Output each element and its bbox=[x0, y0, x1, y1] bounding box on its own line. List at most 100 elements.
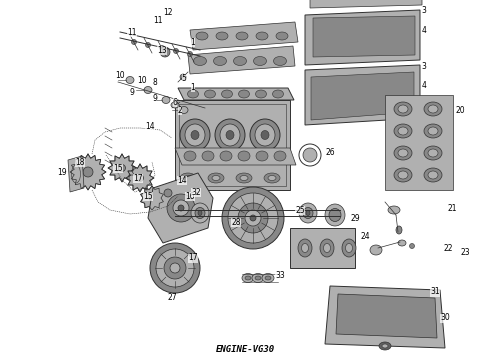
Text: 13: 13 bbox=[157, 45, 167, 54]
Text: 32: 32 bbox=[191, 188, 201, 197]
Ellipse shape bbox=[137, 175, 144, 181]
Text: 20: 20 bbox=[455, 105, 465, 114]
Ellipse shape bbox=[410, 243, 415, 248]
Ellipse shape bbox=[261, 131, 269, 140]
Ellipse shape bbox=[255, 276, 261, 280]
Text: 1: 1 bbox=[191, 82, 196, 91]
Ellipse shape bbox=[253, 57, 267, 66]
Text: 24: 24 bbox=[360, 231, 370, 240]
Ellipse shape bbox=[214, 57, 226, 66]
Ellipse shape bbox=[188, 90, 198, 98]
Ellipse shape bbox=[264, 173, 280, 183]
Ellipse shape bbox=[173, 200, 189, 216]
Ellipse shape bbox=[228, 193, 278, 243]
Text: 25: 25 bbox=[295, 206, 305, 215]
Ellipse shape bbox=[379, 342, 391, 350]
Ellipse shape bbox=[167, 194, 195, 222]
Text: 14: 14 bbox=[145, 122, 155, 131]
Ellipse shape bbox=[424, 124, 442, 138]
Text: 1: 1 bbox=[191, 37, 196, 46]
Ellipse shape bbox=[180, 74, 186, 80]
Ellipse shape bbox=[236, 173, 252, 183]
Ellipse shape bbox=[208, 173, 224, 183]
Ellipse shape bbox=[255, 90, 267, 98]
Text: 15: 15 bbox=[143, 192, 153, 201]
Bar bbox=[385, 95, 453, 190]
Text: 30: 30 bbox=[440, 314, 450, 323]
Ellipse shape bbox=[173, 49, 178, 54]
Ellipse shape bbox=[156, 249, 194, 287]
Ellipse shape bbox=[345, 243, 352, 252]
Bar bbox=[290, 228, 355, 268]
Polygon shape bbox=[141, 186, 163, 210]
Ellipse shape bbox=[274, 151, 286, 161]
Ellipse shape bbox=[428, 127, 438, 135]
Ellipse shape bbox=[191, 203, 209, 223]
Text: 27: 27 bbox=[167, 293, 177, 302]
Text: 23: 23 bbox=[460, 248, 470, 257]
Ellipse shape bbox=[194, 57, 206, 66]
Text: 17: 17 bbox=[188, 253, 198, 262]
Ellipse shape bbox=[191, 131, 199, 140]
Ellipse shape bbox=[178, 205, 184, 211]
Ellipse shape bbox=[398, 127, 408, 135]
Ellipse shape bbox=[273, 57, 287, 66]
Polygon shape bbox=[108, 154, 136, 182]
Ellipse shape bbox=[245, 276, 251, 280]
Text: 9: 9 bbox=[129, 87, 134, 96]
Text: 4: 4 bbox=[421, 26, 426, 35]
Ellipse shape bbox=[242, 274, 254, 283]
Ellipse shape bbox=[238, 203, 268, 233]
Ellipse shape bbox=[226, 131, 234, 140]
Ellipse shape bbox=[234, 211, 238, 216]
Bar bbox=[175, 100, 290, 190]
Ellipse shape bbox=[220, 151, 232, 161]
Polygon shape bbox=[311, 72, 414, 120]
Polygon shape bbox=[188, 46, 295, 74]
Text: 16: 16 bbox=[185, 192, 195, 201]
Ellipse shape bbox=[236, 32, 248, 40]
Ellipse shape bbox=[184, 176, 192, 180]
Ellipse shape bbox=[268, 176, 276, 180]
Ellipse shape bbox=[215, 119, 245, 151]
Ellipse shape bbox=[180, 173, 196, 183]
Ellipse shape bbox=[164, 189, 172, 197]
Ellipse shape bbox=[276, 32, 288, 40]
Ellipse shape bbox=[196, 32, 208, 40]
Ellipse shape bbox=[221, 90, 232, 98]
Ellipse shape bbox=[299, 203, 317, 223]
Ellipse shape bbox=[245, 210, 261, 226]
Ellipse shape bbox=[382, 344, 388, 348]
Ellipse shape bbox=[428, 105, 438, 113]
Text: 10: 10 bbox=[115, 71, 125, 80]
Ellipse shape bbox=[267, 207, 277, 219]
Text: 2: 2 bbox=[178, 105, 182, 114]
Ellipse shape bbox=[240, 176, 248, 180]
Text: 3: 3 bbox=[421, 62, 426, 71]
Polygon shape bbox=[148, 173, 213, 243]
Text: 11: 11 bbox=[127, 27, 137, 36]
Text: 9: 9 bbox=[152, 94, 157, 103]
Ellipse shape bbox=[270, 211, 274, 216]
Ellipse shape bbox=[256, 32, 268, 40]
Ellipse shape bbox=[195, 207, 205, 219]
Text: 21: 21 bbox=[447, 203, 457, 212]
Ellipse shape bbox=[238, 151, 250, 161]
Ellipse shape bbox=[320, 239, 334, 257]
Ellipse shape bbox=[424, 146, 442, 160]
Polygon shape bbox=[325, 286, 445, 348]
Ellipse shape bbox=[149, 195, 155, 201]
Ellipse shape bbox=[144, 86, 152, 94]
Ellipse shape bbox=[234, 57, 246, 66]
Text: 14: 14 bbox=[177, 176, 187, 185]
Ellipse shape bbox=[272, 90, 284, 98]
Text: 18: 18 bbox=[75, 158, 85, 166]
Ellipse shape bbox=[255, 124, 275, 146]
Text: ENGINE-VG30: ENGINE-VG30 bbox=[216, 346, 274, 355]
Polygon shape bbox=[178, 88, 294, 100]
Ellipse shape bbox=[131, 40, 137, 45]
Ellipse shape bbox=[180, 107, 188, 113]
Polygon shape bbox=[313, 16, 415, 57]
Polygon shape bbox=[126, 164, 154, 192]
Ellipse shape bbox=[239, 90, 249, 98]
